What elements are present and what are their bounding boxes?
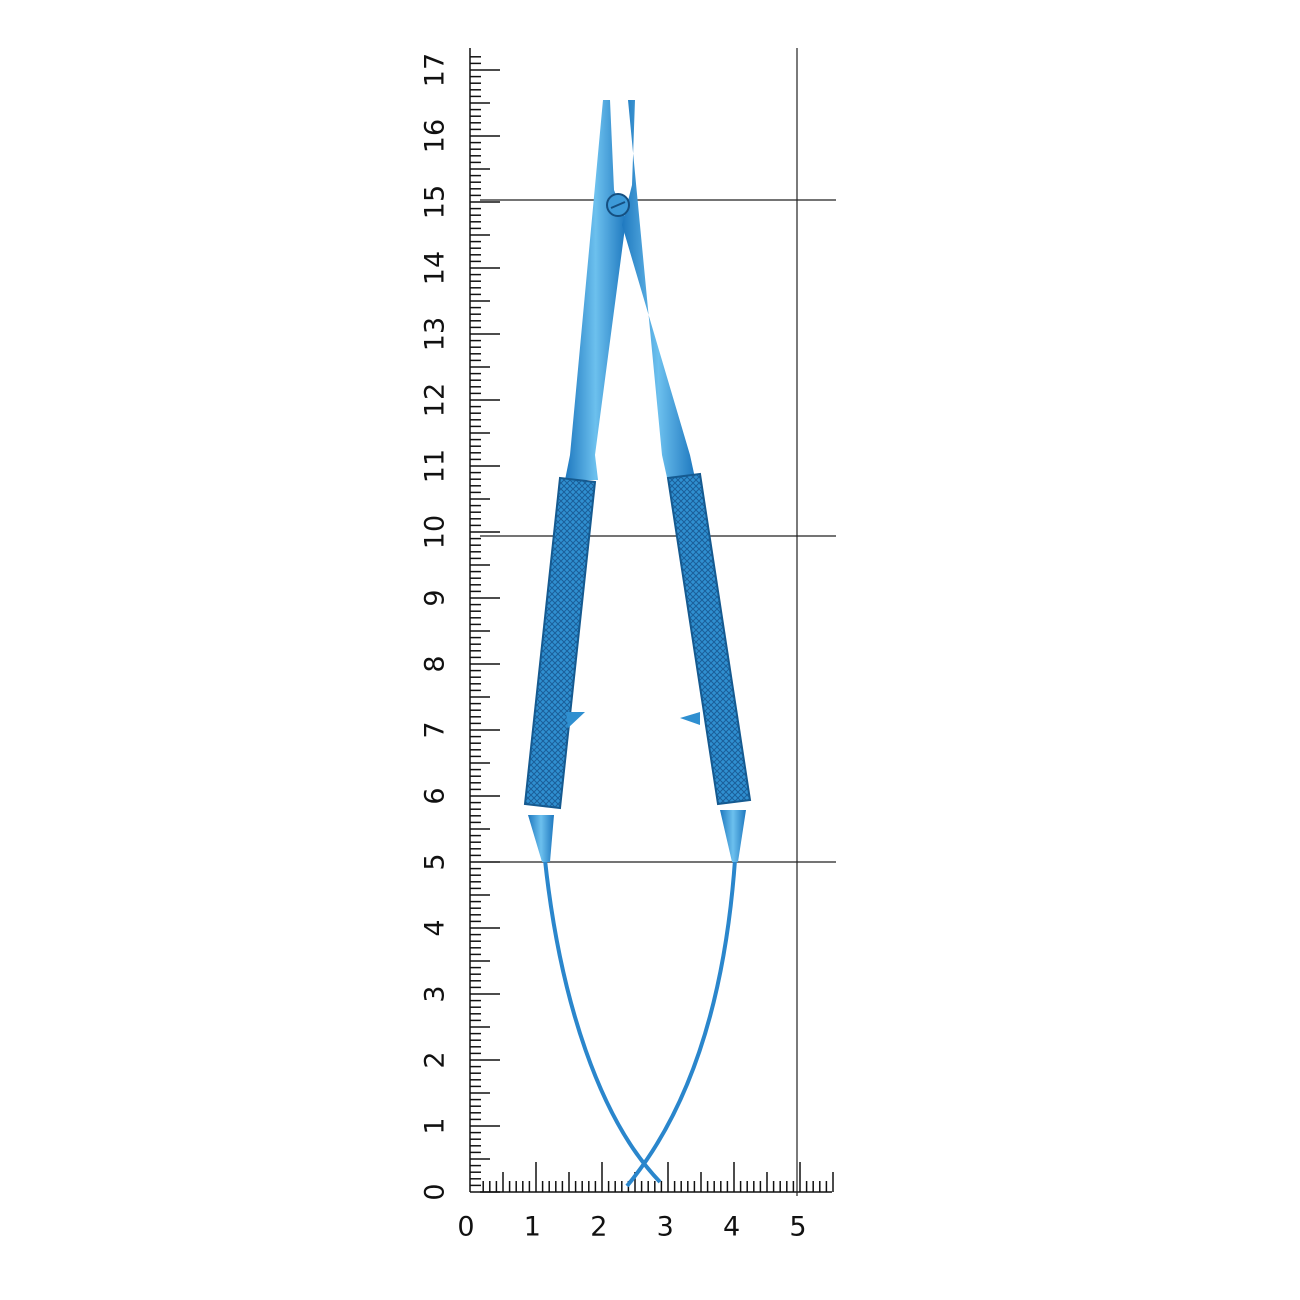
scale-label: 5	[420, 853, 451, 870]
scale-label: 2	[420, 1051, 451, 1068]
scale-label: 0	[457, 1212, 474, 1243]
grid-lines	[480, 48, 836, 1196]
scale-label: 2	[590, 1212, 607, 1243]
scale-label: 15	[420, 185, 451, 219]
instrument	[523, 100, 752, 1188]
scale-label: 16	[420, 119, 451, 153]
scale-label: 12	[420, 383, 451, 417]
scale-label: 11	[420, 449, 451, 483]
scale-label: 10	[420, 515, 451, 549]
scale-label: 0	[420, 1183, 451, 1200]
scale-label: 3	[657, 1212, 674, 1243]
scale-label: 1	[524, 1212, 541, 1243]
scale-label: 14	[420, 251, 451, 285]
scale-label: 6	[420, 787, 451, 804]
scale-label: 4	[420, 919, 451, 936]
ruler	[469, 48, 834, 1193]
scale-label: 8	[420, 655, 451, 672]
scale-label: 3	[420, 985, 451, 1002]
scale-label: 9	[420, 589, 451, 606]
scale-label: 4	[723, 1212, 740, 1243]
scale-label: 1	[420, 1117, 451, 1134]
scale-label: 13	[420, 317, 451, 351]
scale-label: 17	[420, 53, 451, 87]
scale-label: 7	[420, 721, 451, 738]
scale-label: 5	[789, 1212, 806, 1243]
